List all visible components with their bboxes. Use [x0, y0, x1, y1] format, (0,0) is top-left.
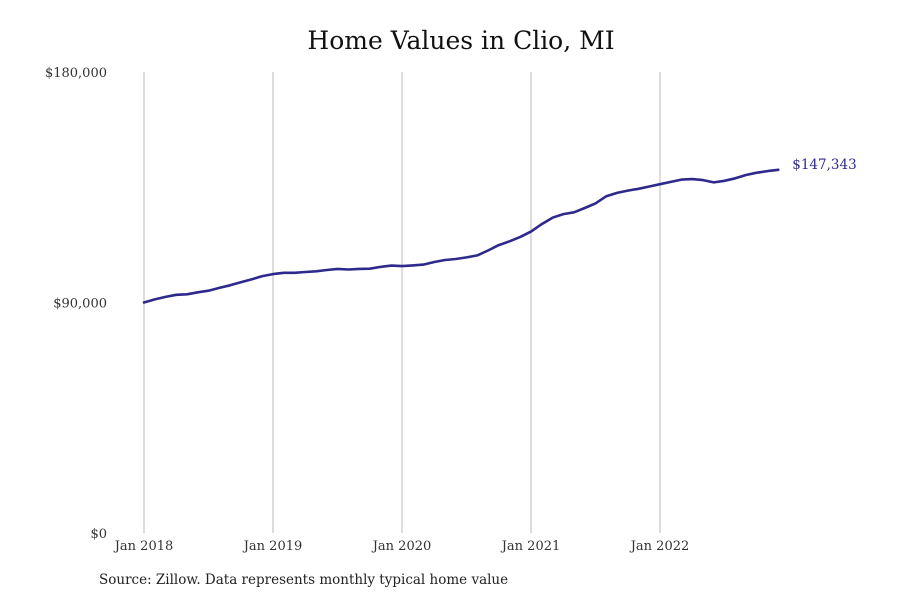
source-note: Source: Zillow. Data represents monthly … [99, 572, 509, 588]
y-axis-tick-labels: $0 $90,000 $180,000 [45, 66, 107, 542]
y-tick-label: $0 [90, 527, 107, 542]
x-tick-label: Jan 2021 [500, 539, 561, 554]
chart-title: Home Values in Clio, MI [307, 26, 615, 55]
y-tick-label: $180,000 [45, 66, 107, 81]
series-group: $147,343 [142, 157, 857, 304]
x-tick-label: Jan 2020 [371, 539, 432, 554]
x-tick-label: Jan 2019 [242, 539, 303, 554]
y-tick-label: $90,000 [53, 297, 107, 312]
x-tick-label: Jan 2018 [113, 539, 174, 554]
end-value-label: $147,343 [792, 157, 856, 173]
x-axis-tick-labels: Jan 2018 Jan 2019 Jan 2020 Jan 2021 Jan 2022 [113, 539, 690, 554]
x-tick-label: Jan 2022 [629, 539, 690, 554]
series-line [142, 168, 780, 304]
vertical-gridlines [143, 72, 661, 533]
